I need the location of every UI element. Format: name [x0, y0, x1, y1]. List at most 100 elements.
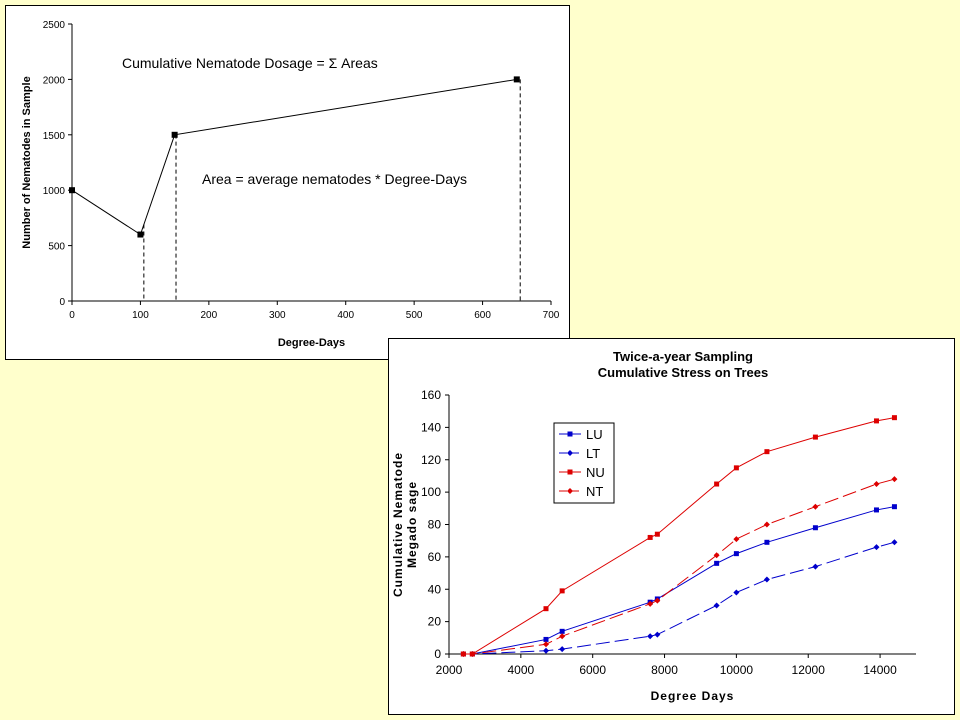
chart-title-line-2: Cumulative Stress on Trees [598, 365, 769, 380]
legend-label-lu: LU [586, 427, 603, 442]
data-point-nu [654, 531, 660, 537]
data-point [513, 76, 520, 83]
data-point-nu [543, 606, 549, 612]
data-point [137, 231, 144, 238]
data-point-nt [567, 488, 573, 494]
legend-label-nt: NT [586, 484, 603, 499]
x-tick-label: 200 [201, 310, 218, 321]
x-tick-label: 100 [132, 310, 149, 321]
data-point-nu [647, 534, 653, 540]
data-point-lt [559, 646, 566, 653]
y-tick-label: 40 [428, 582, 442, 596]
y-tick-label: 1000 [43, 186, 66, 197]
data-point-lt [763, 576, 770, 583]
data-point-lu [812, 525, 818, 531]
data-point-nu [733, 465, 739, 471]
x-tick-label: 8000 [651, 663, 678, 677]
x-axis-label: Degree Days [651, 689, 735, 703]
data-point-nu [873, 418, 879, 424]
data-point-lt [542, 647, 549, 654]
y-tick-label: 0 [434, 647, 441, 661]
y-tick-label: 80 [428, 518, 442, 532]
data-point-nt [713, 552, 720, 559]
data-point-nt [654, 597, 661, 604]
y-tick-label: 2500 [43, 20, 66, 31]
data-point-nt [647, 600, 654, 607]
data-point-lt [713, 602, 720, 609]
y-tick-label: 500 [48, 242, 65, 253]
y-tick-label: 160 [421, 388, 441, 402]
data-point-nt [763, 521, 770, 528]
data-point-lu [891, 504, 897, 510]
y-tick-label: 60 [428, 550, 442, 564]
data-point-lt [873, 544, 880, 551]
y-axis-label: Number of Nematodes in Sample [21, 76, 33, 248]
cumulative-stress-chart-panel: Twice-a-year Sampling Cumulative Stress o… [388, 338, 955, 715]
data-point-nt [542, 641, 549, 648]
data-point-nu [567, 469, 573, 475]
data-point-nt [460, 651, 467, 657]
x-tick-label: 400 [337, 310, 354, 321]
x-tick-label: 600 [474, 310, 491, 321]
nematode-area-chart: 0 100 200 300 400 500 600 700 0 500 1000 1500 2000 25… [21, 20, 560, 349]
data-point-nt [873, 481, 880, 488]
y-axis-label-line-1: Cumulative Nematode [391, 452, 405, 597]
nematode-area-chart-panel: 0 100 200 300 400 500 600 700 0 500 1000 1500 2000 25… [5, 5, 570, 360]
data-point-lt [647, 633, 654, 640]
data-point-lt [654, 631, 661, 638]
x-tick-label: 6000 [579, 663, 606, 677]
data-point-lu [559, 628, 565, 634]
series-line-nt [463, 478, 895, 655]
legend-box [553, 422, 615, 504]
x-tick-label: 700 [543, 310, 560, 321]
series-line-lu [463, 506, 895, 655]
series-line-nu [463, 417, 895, 655]
data-point-nu [559, 588, 565, 594]
data-point-nu [812, 434, 818, 440]
y-tick-label: 100 [421, 485, 441, 499]
series-line [71, 78, 517, 236]
y-tick-label: 140 [421, 420, 441, 434]
x-tick-label: 2000 [436, 663, 463, 677]
data-point-nu [764, 449, 770, 455]
x-tick-label: 10000 [720, 663, 754, 677]
data-point-lu [543, 636, 549, 642]
y-tick-label: 20 [428, 615, 442, 629]
x-tick-label: 500 [406, 310, 423, 321]
annotation-cumulative-dosage: Cumulative Nematode Dosage = Σ Areas [122, 55, 378, 71]
data-point-nt [891, 476, 898, 483]
legend-label-nu: NU [586, 465, 605, 480]
x-tick-label: 12000 [792, 663, 826, 677]
data-point-nu [714, 481, 720, 487]
data-point-nt [733, 536, 740, 543]
data-point-lu [764, 539, 770, 545]
data-point-nt [812, 503, 819, 510]
x-tick-label: 0 [69, 310, 75, 321]
series-line-lt [463, 541, 895, 655]
annotation-area-formula: Area = average nematodes * Degree-Days [202, 171, 467, 187]
y-tick-label: 1500 [43, 131, 66, 142]
data-point-lu [567, 431, 573, 437]
data-point-lt [891, 539, 898, 546]
data-point-lt [567, 450, 573, 456]
y-tick-label: 0 [59, 297, 65, 308]
data-point-nt [469, 651, 476, 657]
data-point-lu [714, 560, 720, 566]
chart-title-line-1: Twice-a-year Sampling [613, 349, 753, 364]
data-point [69, 187, 75, 194]
y-axis-label-line-2: Megado sage [405, 481, 419, 568]
x-tick-label: 300 [269, 310, 286, 321]
data-point [171, 131, 178, 138]
y-tick-label: 120 [421, 453, 441, 467]
data-point-nt [559, 633, 566, 640]
y-tick-label: 2000 [43, 75, 66, 86]
data-point-lu [873, 507, 879, 513]
data-point-lu [733, 551, 739, 557]
data-point-lt [733, 589, 740, 596]
data-point-lt [812, 563, 819, 570]
x-axis-label: Degree-Days [278, 337, 345, 349]
data-point-nu [891, 415, 897, 421]
x-tick-label: 4000 [507, 663, 534, 677]
legend-label-lt: LT [586, 446, 600, 461]
